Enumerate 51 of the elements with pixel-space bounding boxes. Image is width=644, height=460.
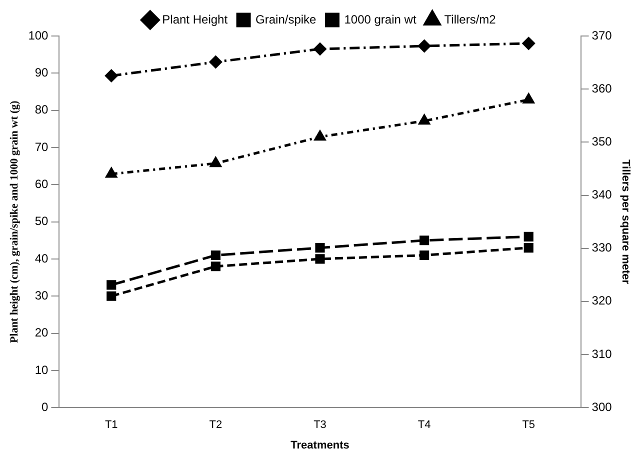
point (524, 243, 534, 253)
y-tick-label: 80 (34, 102, 49, 117)
x-axis-title: Treatments (290, 439, 350, 452)
x-tick-label: T1 (104, 419, 118, 432)
legend-label: 1000 grain wt (344, 12, 417, 26)
y-axis-title: Plant height (cm), grain/spike and 1000 grain wt (g) (8, 100, 20, 343)
legend-label: Grain/spike (256, 12, 317, 26)
y-tick-label: 100 (28, 28, 49, 42)
legend-label: Tillers/m2 (444, 12, 496, 26)
y2-tick-label: 320 (592, 294, 612, 308)
point (315, 254, 325, 264)
point (314, 130, 326, 141)
y-tick-label: 20 (34, 326, 49, 340)
y2-tick-label: 330 (592, 240, 612, 255)
point (209, 56, 222, 68)
y-tick-label: 90 (34, 65, 49, 80)
x-tick-label: T5 (522, 419, 536, 432)
y-tick-label: 40 (34, 251, 49, 266)
y2-tick-label: 360 (592, 81, 612, 96)
point (418, 114, 430, 125)
y2-tick-label: 340 (592, 188, 612, 202)
point (523, 93, 534, 104)
y-tick-label: 60 (34, 176, 49, 191)
y2-tick-label: 310 (592, 346, 612, 361)
point (105, 70, 118, 82)
point (420, 250, 430, 260)
y-tick-label: 10 (34, 362, 49, 377)
point (106, 291, 116, 301)
point (420, 236, 430, 246)
x-tick-label: T3 (314, 419, 326, 432)
point (210, 262, 220, 272)
y-tick-label: 50 (34, 214, 49, 228)
y-tick-label: 0 (42, 400, 49, 414)
point (315, 243, 325, 253)
x-tick-label: T2 (209, 419, 222, 432)
point (106, 168, 117, 178)
point (524, 232, 534, 242)
y-tick-label: 70 (34, 140, 49, 154)
point (106, 280, 116, 290)
point (314, 42, 326, 56)
y2-tick-label: 300 (592, 400, 612, 414)
y2-tick-label: 350 (592, 134, 612, 148)
legend-label: Plant Height (162, 12, 228, 26)
y-tick-label: 30 (34, 288, 49, 302)
x-tick-label: T4 (418, 419, 431, 432)
point (210, 157, 222, 168)
y2-axis-title: Tillers per square meter (619, 160, 632, 285)
y2-tick-label: 370 (592, 28, 612, 42)
point (522, 37, 535, 50)
point (210, 250, 220, 260)
point (418, 40, 431, 52)
